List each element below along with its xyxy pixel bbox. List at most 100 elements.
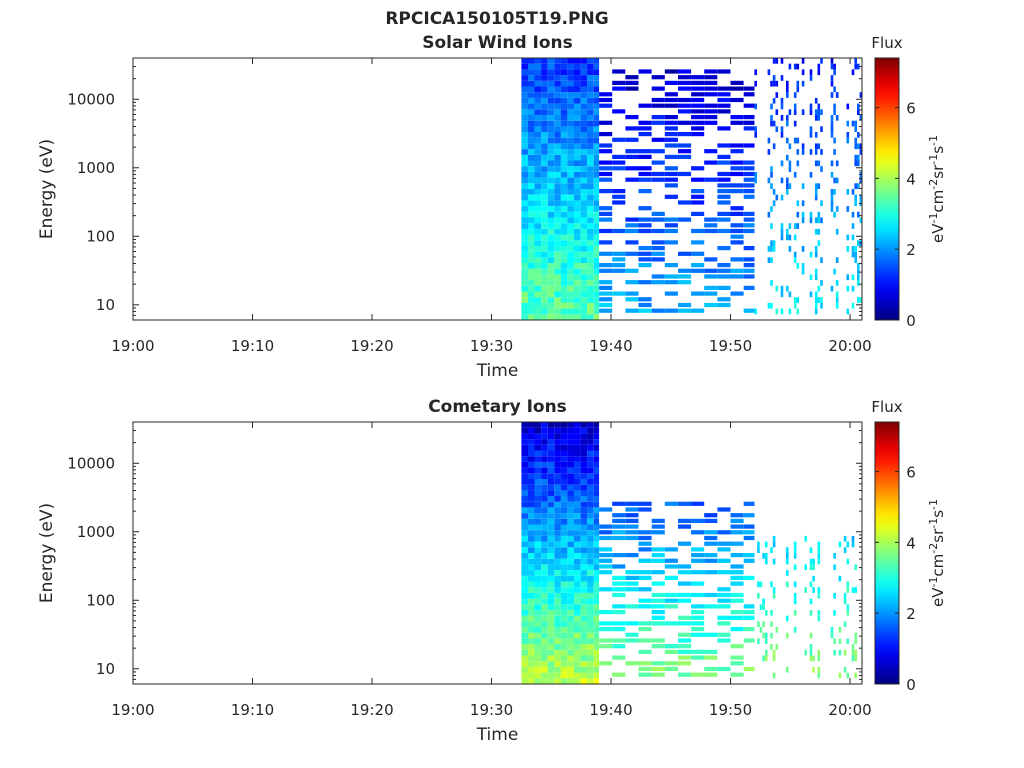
- flux-cell: [599, 160, 613, 165]
- flux-cell: [560, 137, 568, 144]
- flux-cell: [574, 115, 581, 121]
- flux-cell: [593, 558, 600, 565]
- flux-cell: [730, 655, 744, 660]
- flux-cell: [767, 302, 771, 309]
- flux-cell: [534, 604, 542, 610]
- flux-cell: [793, 137, 797, 144]
- flux-cell: [534, 143, 542, 150]
- flux-cell: [541, 268, 548, 275]
- flux-cell: [554, 678, 561, 684]
- flux-cell: [593, 484, 600, 491]
- flux-cell: [521, 581, 528, 588]
- flux-cell: [547, 251, 555, 258]
- flux-cell: [704, 115, 718, 120]
- flux-cell: [521, 592, 528, 599]
- flux-cell: [580, 200, 588, 207]
- flux-cell: [521, 126, 528, 132]
- flux-cell: [796, 297, 800, 303]
- flux-cell: [541, 234, 548, 241]
- flux-cell: [793, 223, 797, 229]
- flux-cell: [593, 678, 600, 684]
- flux-cell: [534, 592, 542, 599]
- flux-cell: [830, 115, 834, 121]
- flux-cell: [812, 655, 815, 662]
- flux-cell: [587, 177, 594, 184]
- flux-cell: [580, 86, 588, 93]
- flux-cell: [843, 592, 847, 599]
- flux-cell: [541, 69, 548, 76]
- flux-cell: [547, 450, 555, 457]
- flux-cell: [801, 263, 805, 269]
- flux-cell: [593, 274, 600, 281]
- flux-cell: [765, 632, 768, 639]
- flux-cell: [541, 496, 548, 502]
- flux-cell: [593, 97, 600, 104]
- flux-cell: [574, 240, 581, 246]
- flux-cell: [574, 427, 581, 434]
- flux-cell: [730, 223, 744, 228]
- flux-cell: [625, 575, 639, 580]
- flux-cell: [580, 473, 588, 479]
- flux-cell: [547, 649, 555, 656]
- flux-cell: [541, 444, 548, 451]
- flux-cell: [833, 268, 836, 275]
- flux-cell: [574, 80, 581, 87]
- flux-cell: [796, 200, 800, 207]
- flux-cell: [754, 126, 757, 132]
- flux-cell: [593, 183, 600, 189]
- flux-cell: [775, 644, 779, 650]
- flux-cell: [574, 246, 581, 252]
- flux-cell: [678, 541, 692, 546]
- flux-cell: [580, 189, 588, 195]
- flux-cell: [664, 308, 678, 313]
- flux-cell: [817, 553, 821, 559]
- flux-cell: [638, 257, 652, 262]
- flux-cell: [743, 171, 755, 177]
- flux-cell: [809, 109, 813, 115]
- flux-cell: [775, 285, 779, 292]
- flux-cell: [704, 285, 718, 290]
- flux-cell: [587, 479, 594, 485]
- flux-cell: [534, 632, 542, 639]
- flux-cell: [567, 655, 574, 662]
- flux-cell: [854, 564, 857, 571]
- flux-cell: [638, 535, 652, 541]
- flux-cell: [574, 490, 581, 496]
- flux-cell: [743, 92, 755, 97]
- flux-cell: [846, 103, 850, 110]
- flux-cell: [567, 263, 574, 269]
- flux-cell: [638, 501, 652, 506]
- flux-cell: [521, 240, 528, 246]
- flux-cell: [528, 507, 535, 514]
- flux-cell: [830, 132, 834, 138]
- flux-cell: [547, 80, 555, 87]
- flux-cell: [625, 524, 639, 529]
- flux-cell: [554, 240, 561, 246]
- flux-cell: [678, 200, 692, 205]
- flux-cell: [574, 297, 581, 303]
- flux-cell: [612, 524, 626, 529]
- flux-cell: [574, 160, 581, 167]
- flux-cell: [786, 558, 789, 565]
- flux-cell: [528, 263, 535, 269]
- flux-cell: [846, 137, 850, 144]
- flux-cell: [554, 456, 561, 462]
- flux-cell: [786, 154, 789, 161]
- flux-cell: [547, 302, 555, 309]
- flux-cell: [547, 570, 555, 576]
- flux-cell: [612, 592, 626, 598]
- x-tick-label: 19:50: [709, 701, 752, 719]
- flux-cell: [612, 228, 626, 234]
- flux-cell: [554, 97, 561, 104]
- flux-cell: [528, 257, 535, 263]
- flux-cell: [846, 120, 850, 127]
- flux-cell: [541, 194, 548, 201]
- flux-cell: [541, 171, 548, 178]
- flux-cell: [638, 69, 652, 74]
- flux-cell: [521, 467, 528, 474]
- flux-cell: [651, 280, 665, 285]
- flux-cell: [528, 80, 535, 87]
- flux-cell: [587, 632, 594, 639]
- flux-cell: [786, 120, 789, 127]
- flux-cell: [833, 638, 836, 645]
